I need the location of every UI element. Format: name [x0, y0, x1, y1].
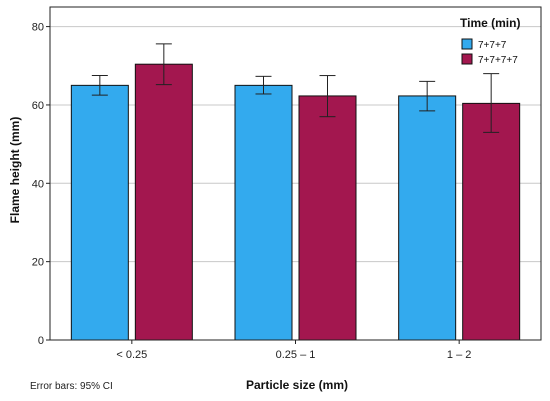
axes	[46, 6, 542, 344]
bar	[134, 63, 193, 341]
legend-swatch	[461, 53, 473, 65]
x-tick-label: 0.25 – 1	[276, 349, 316, 361]
y-tick-label: 0	[38, 335, 44, 347]
legend-label: 7+7+7+7	[478, 55, 518, 66]
gridlines	[50, 26, 541, 263]
bars	[70, 63, 521, 341]
bar	[398, 95, 457, 341]
legend: Time (min) 7+7+7 7+7+7+7	[460, 16, 520, 66]
y-tick-label: 80	[32, 22, 44, 34]
bar	[70, 84, 129, 341]
x-tick-label: < 0.25	[116, 349, 147, 361]
bar	[298, 95, 357, 341]
legend-items: 7+7+7 7+7+7+7	[461, 38, 518, 66]
y-tick-label: 60	[32, 100, 44, 112]
bar	[462, 102, 521, 341]
y-tick-label: 20	[32, 257, 44, 269]
y-tick-label: 40	[32, 178, 44, 190]
bar	[234, 84, 293, 341]
legend-swatch	[461, 38, 473, 50]
error-bars-note: Error bars: 95% CI	[30, 381, 113, 392]
legend-label: 7+7+7	[478, 40, 507, 51]
tick-labels: 0 20 40 60 80 < 0.25 0.25 – 1 1 – 2	[32, 22, 472, 361]
x-tick-label: 1 – 2	[447, 349, 471, 361]
legend-title: Time (min)	[460, 16, 520, 30]
y-axis-title: Flame height (mm)	[8, 117, 22, 224]
error-bars	[91, 43, 500, 133]
x-axis-title: Particle size (mm)	[246, 378, 348, 392]
